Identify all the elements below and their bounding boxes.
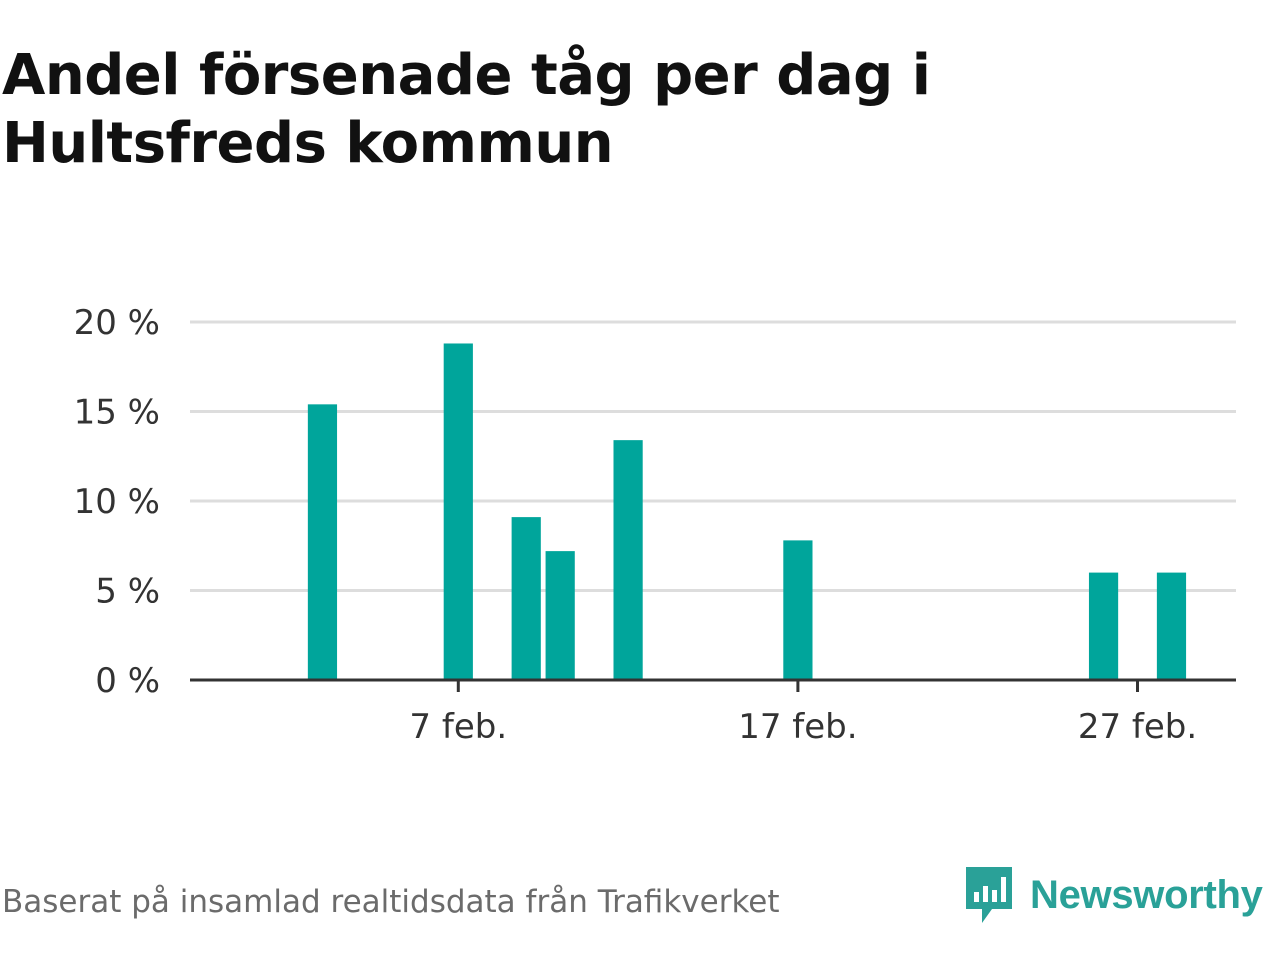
bar	[1156, 572, 1187, 680]
bar	[783, 540, 813, 680]
y-tick-label: 10 %	[74, 482, 160, 522]
x-tick-label: 17 feb.	[738, 707, 857, 747]
bar	[545, 551, 575, 680]
chart-title: Andel försenade tåg per dag i Hultsfreds…	[2, 43, 931, 176]
bar	[1088, 572, 1119, 680]
x-axis-ticks: 7 feb. 17 feb. 27 feb.	[409, 680, 1197, 747]
y-axis-labels: 0 % 5 % 10 % 15 % 20 %	[74, 303, 160, 701]
bar	[511, 517, 541, 680]
x-tick-label: 27 feb.	[1078, 707, 1197, 747]
brand-name: Newsworthy	[1030, 872, 1263, 917]
y-tick-label: 5 %	[95, 572, 160, 612]
bar	[307, 404, 338, 680]
y-tick-label: 20 %	[74, 303, 160, 343]
source-note: Baserat på insamlad realtidsdata från Tr…	[2, 884, 780, 920]
newsworthy-logo-icon	[966, 867, 1012, 923]
y-tick-label: 0 %	[95, 661, 160, 701]
y-tick-label: 15 %	[74, 393, 160, 433]
bar	[613, 440, 643, 680]
x-tick-label: 7 feb.	[409, 707, 507, 747]
brand-logo: Newsworthy	[962, 862, 1263, 928]
bars	[307, 343, 1187, 680]
bar	[443, 343, 473, 680]
gridlines	[190, 320, 1236, 592]
